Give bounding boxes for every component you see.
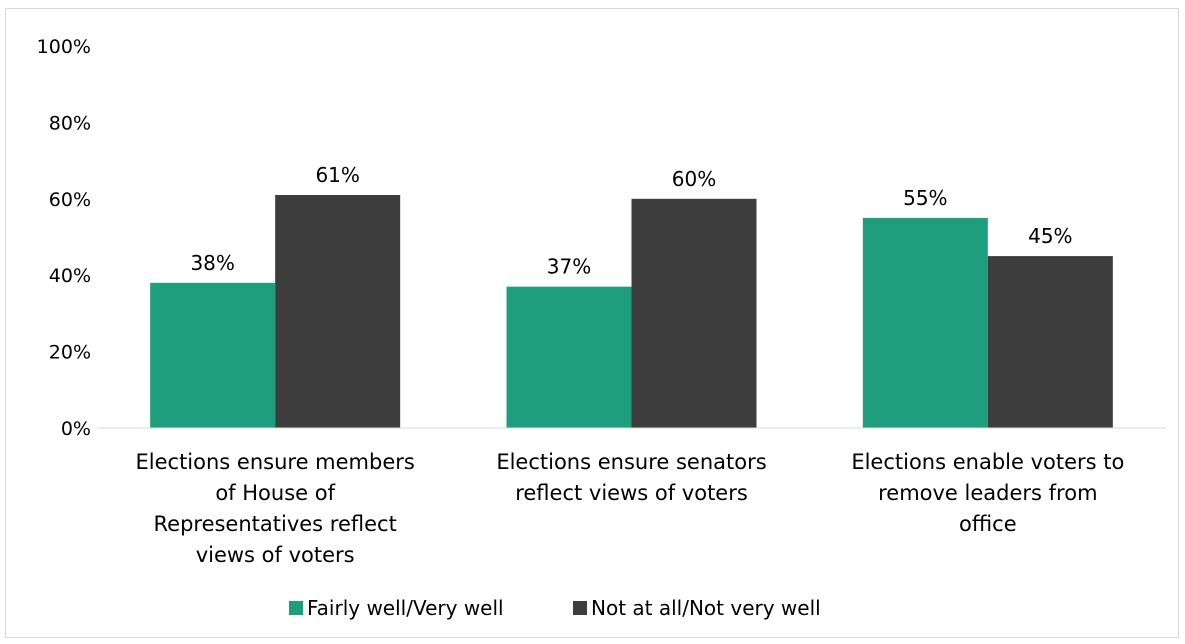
y-tick-label: 20%: [49, 342, 91, 364]
y-axis: 0% 20% 40% 60% 80% 100%: [37, 36, 91, 440]
bar: [862, 217, 988, 428]
bar-chart: 0% 20% 40% 60% 80% 100% 38% 37% 55% 61% 60% 45% El…: [37, 36, 1166, 620]
x-category-label: views of voters: [196, 543, 355, 567]
data-label: 61%: [315, 163, 359, 187]
data-label: 37%: [547, 255, 591, 279]
bar: [631, 198, 757, 428]
y-tick-label: 80%: [49, 112, 91, 134]
bars: 38% 37% 55% 61% 60% 45%: [150, 163, 1113, 428]
legend: Fairly well/Very well Not at all/Not very…: [289, 596, 821, 620]
y-tick-label: 60%: [49, 189, 91, 211]
data-label: 38%: [190, 251, 234, 275]
legend-label: Fairly well/Very well: [307, 596, 504, 620]
y-tick-label: 0%: [61, 418, 91, 440]
x-category-label: remove leaders from: [878, 481, 1097, 505]
x-category-label: office: [959, 512, 1017, 536]
data-label: 60%: [672, 167, 716, 191]
bar: [275, 194, 401, 428]
chart-frame: 0% 20% 40% 60% 80% 100% 38% 37% 55% 61% 60% 45% El…: [5, 8, 1179, 638]
bar: [150, 282, 276, 428]
y-tick-label: 100%: [37, 36, 91, 58]
x-category-label: Elections ensure senators: [496, 450, 766, 474]
y-tick-label: 40%: [49, 265, 91, 287]
bar: [506, 286, 632, 428]
legend-swatch: [289, 601, 303, 615]
x-category-label: of House of: [215, 481, 335, 505]
bar: [987, 256, 1113, 428]
x-category-label: Representatives reflect: [154, 512, 397, 536]
x-category-label: reflect views of voters: [515, 481, 748, 505]
x-category-label: Elections enable voters to: [851, 450, 1124, 474]
data-label: 55%: [903, 186, 947, 210]
x-axis-labels: Elections ensure members of House of Repre…: [136, 450, 1125, 567]
legend-label: Not at all/Not very well: [591, 596, 821, 620]
x-category-label: Elections ensure members: [136, 450, 415, 474]
legend-swatch: [573, 601, 587, 615]
data-label: 45%: [1028, 224, 1072, 248]
